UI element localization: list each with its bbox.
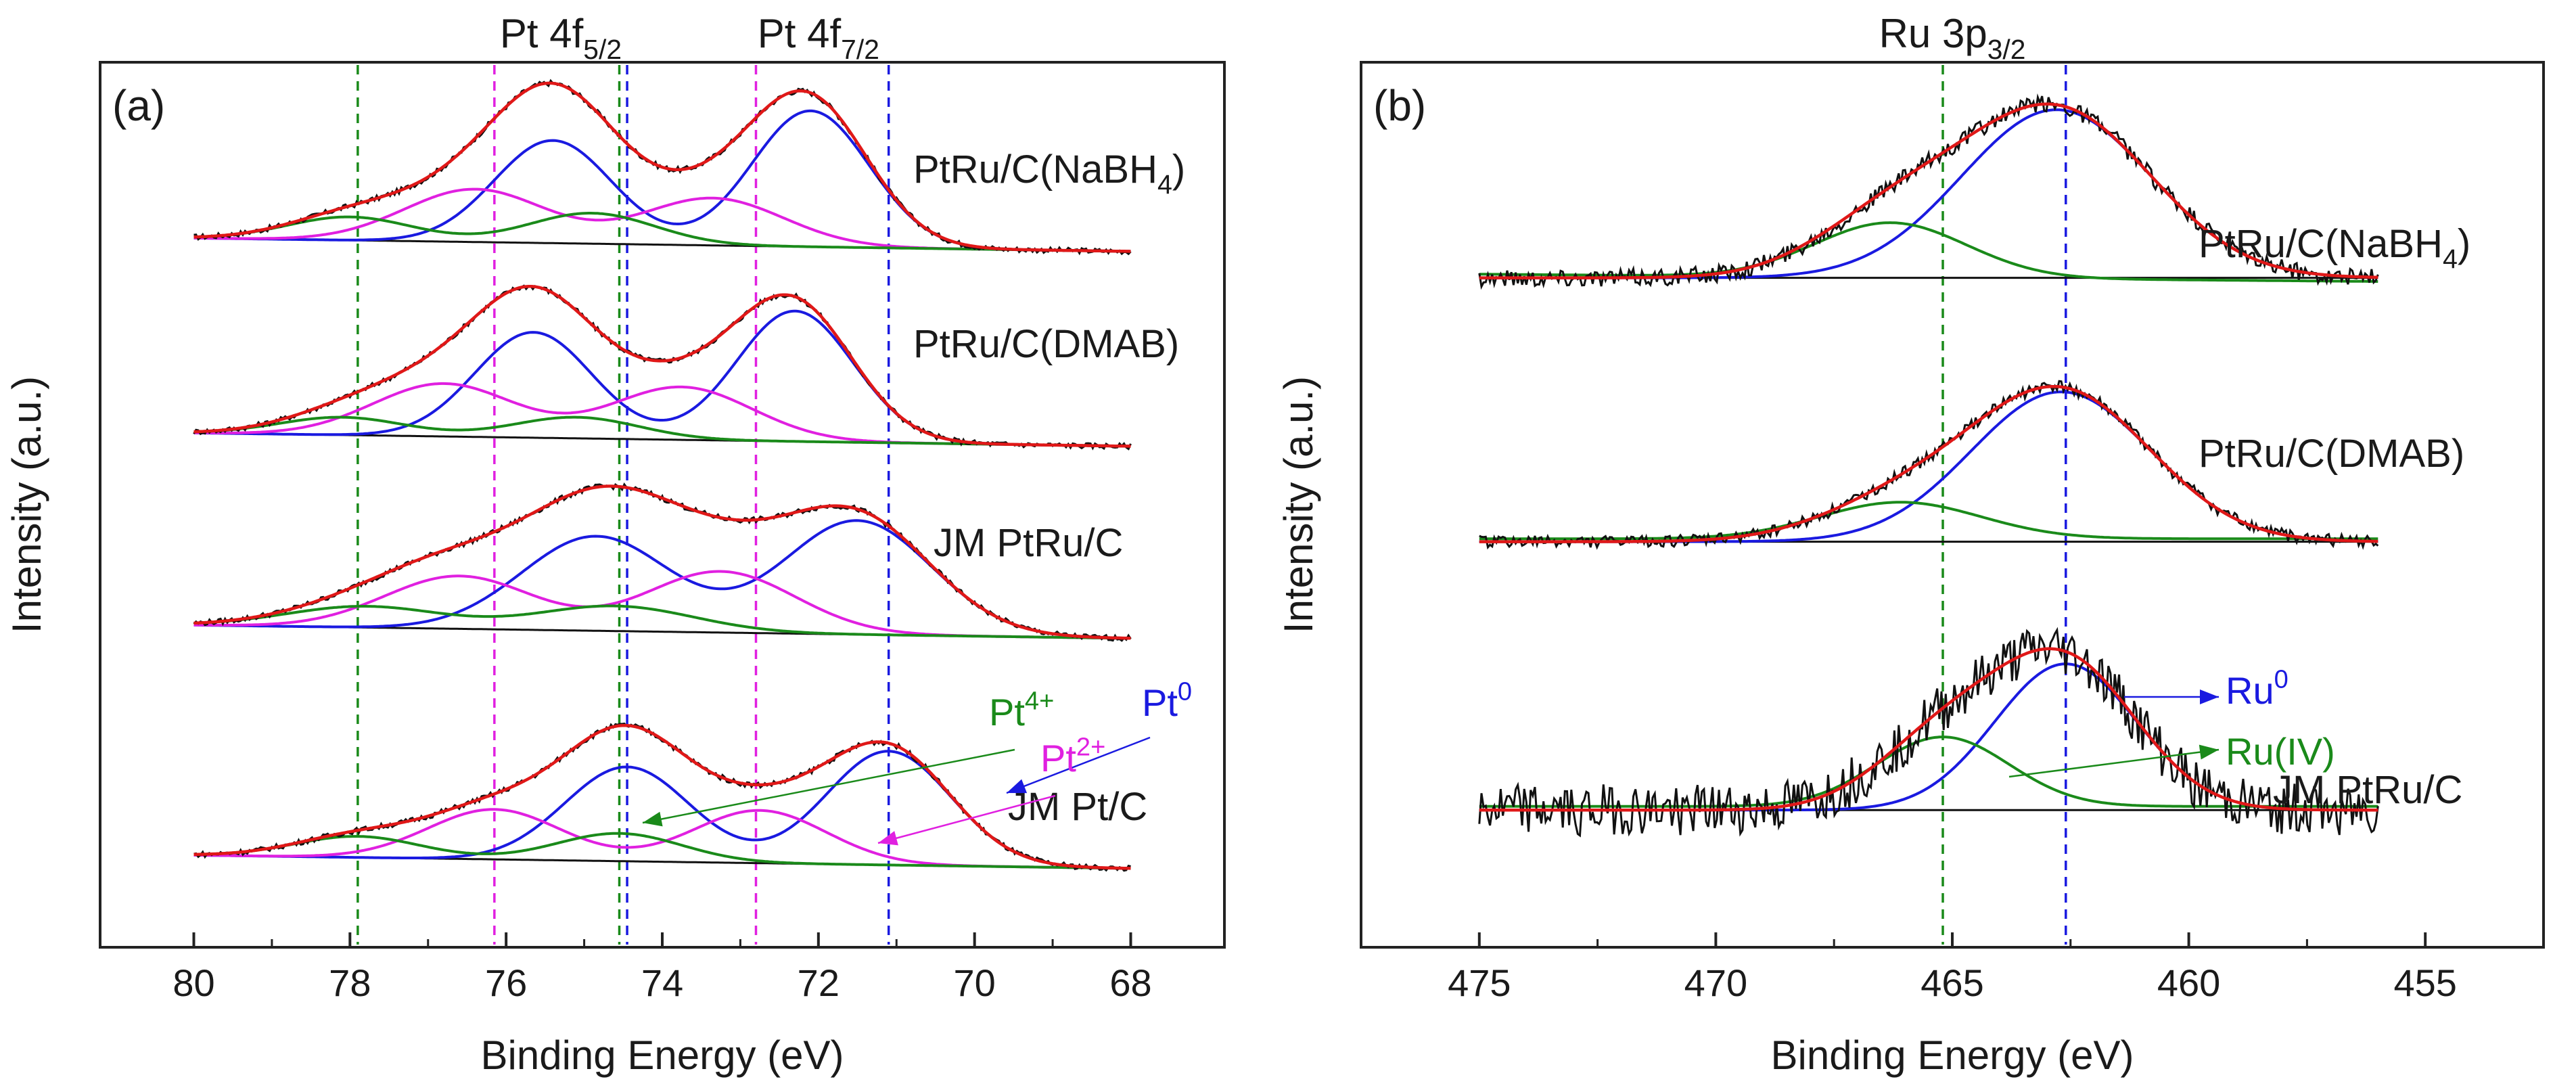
sample-label-base: PtRu/C(DMAB) (913, 322, 1179, 366)
envelope-fit-line (1479, 102, 2378, 279)
envelope-fit-line (193, 723, 1131, 870)
x-tick-label: 72 (798, 961, 840, 1004)
x-tick-label: 460 (2157, 961, 2220, 1004)
spectrum-0: PtRu/C(NaBH4) (193, 78, 1185, 256)
component-fit-line (193, 382, 1131, 448)
sample-label: PtRu/C(DMAB) (913, 322, 1179, 366)
legend-entry-sup: 2+ (1076, 733, 1105, 761)
x-tick-label: 80 (172, 961, 214, 1004)
legend-arrow (2008, 748, 2220, 778)
spectrum-3: JM Pt/C (193, 722, 1147, 872)
legend-arrowhead (2200, 689, 2219, 704)
legend-arrowhead (643, 811, 663, 827)
spectrum-2: JM PtRu/C (193, 482, 1132, 642)
sample-label-sub: 4 (2443, 244, 2458, 274)
peak-region-label: Pt 4f5/2 (500, 11, 622, 65)
legend-entry-base: Ru(IV) (2226, 730, 2335, 773)
peak-region-label-sub: 7/2 (841, 34, 879, 65)
legend-arrow (1006, 736, 1151, 794)
component-fit-line (193, 750, 1131, 870)
y-axis-label: Intensity (a.u.) (4, 376, 49, 633)
envelope-fit-line (1479, 384, 2378, 543)
raw-data-line (193, 722, 1131, 872)
panel-b-ru3p: (b) 475 470 465 460 455 Binding Energy (eV) Int… (1276, 11, 2545, 1078)
x-axis-label: Binding Energy (eV) (1771, 1033, 2134, 1078)
legend-entry: Pt0 (1142, 677, 1192, 724)
sample-label: JM PtRu/C (2273, 768, 2462, 812)
sample-label-base: ) (1172, 147, 1185, 191)
legend-arrowhead (878, 831, 898, 846)
peak-region-label-sub: 5/2 (583, 34, 622, 65)
envelope-fit-line (193, 284, 1131, 448)
peak-region-label-base: Pt 4f (758, 11, 842, 56)
spectrum-2: JM PtRu/C (1478, 627, 2462, 838)
legend-arrow (642, 748, 1015, 824)
legend-arrowhead (1007, 779, 1028, 794)
sample-label-base: ) (2458, 221, 2470, 265)
x-tick-label: 475 (1448, 961, 1511, 1004)
sample-label-base: PtRu/C(NaBH (2199, 222, 2443, 266)
legend-entry: Pt2+ (1040, 733, 1105, 779)
peak-region-label-base: Pt 4f (500, 11, 584, 56)
component-fit-line (1479, 221, 2378, 283)
spectrum-0: PtRu/C(NaBH4) (1478, 93, 2470, 290)
legend-entry: Ru(IV) (2226, 730, 2335, 773)
sample-label: PtRu/C(DMAB) (2199, 432, 2464, 476)
peak-region-label-base: Ru 3p (1879, 11, 1987, 56)
x-tick-label: 455 (2393, 961, 2456, 1004)
sample-label-base: JM PtRu/C (2273, 768, 2462, 812)
peak-region-label: Ru 3p3/2 (1879, 11, 2026, 65)
raw-data-line (1478, 93, 2379, 290)
envelope-fit-line (1479, 647, 2378, 812)
peak-region-label-sub: 3/2 (1987, 34, 2026, 65)
spectrum-1: PtRu/C(DMAB) (1479, 380, 2464, 550)
legend-entry-sup: 4+ (1025, 687, 1054, 715)
sample-label-base: JM PtRu/C (934, 521, 1123, 565)
component-fit-line (193, 604, 1131, 640)
sample-label-base: PtRu/C(DMAB) (2199, 432, 2464, 476)
sample-label: PtRu/C(NaBH4) (913, 147, 1185, 200)
legend-entry-base: Pt (1142, 681, 1178, 724)
x-tick-label: 68 (1109, 961, 1151, 1004)
sample-label-base: JM Pt/C (1008, 785, 1147, 829)
x-tick-label: 78 (329, 961, 371, 1004)
legend-entry-sup: 0 (1178, 677, 1192, 706)
y-axis-label: Intensity (a.u.) (1276, 376, 1321, 633)
peak-region-label: Pt 4f7/2 (758, 11, 879, 65)
x-tick-label: 70 (954, 961, 996, 1004)
x-tick-label: 470 (1684, 961, 1747, 1004)
panel-label: (a) (112, 81, 165, 130)
x-tick-label: 465 (1920, 961, 1983, 1004)
sample-label: JM Pt/C (1008, 785, 1147, 829)
legend-entry-sup: 0 (2274, 665, 2288, 694)
x-tick-label: 76 (485, 961, 527, 1004)
sample-label-sub: 4 (1157, 170, 1172, 200)
component-fit-line (193, 832, 1131, 870)
raw-data-line (193, 284, 1132, 451)
legend-entry-base: Pt (1040, 737, 1076, 779)
legend-arrowhead (2199, 744, 2219, 760)
sample-label: PtRu/C(NaBH4) (2199, 221, 2470, 274)
component-fit-line (193, 415, 1131, 448)
legend-entry: Ru0 (2226, 665, 2288, 712)
envelope-fit-line (193, 81, 1131, 253)
sample-label: JM PtRu/C (934, 521, 1123, 565)
panel-label: (b) (1373, 81, 1426, 130)
legend-entry: Pt4+ (989, 687, 1054, 733)
envelope-fit-line (193, 484, 1131, 640)
panel-a-pt4f: (a) 80 78 76 74 72 70 68 Binding Energy (eV) Inte… (4, 11, 1226, 1078)
component-fit-line (1479, 501, 2378, 541)
sample-label-base: PtRu/C(NaBH (913, 148, 1157, 191)
legend-entry-base: Ru (2226, 669, 2274, 712)
spectrum-1: PtRu/C(DMAB) (193, 284, 1179, 451)
legend-arrow (877, 794, 1056, 844)
x-axis-label: Binding Energy (eV) (481, 1033, 844, 1078)
legend-entry-base: Pt (989, 691, 1025, 733)
component-fit-line (193, 570, 1131, 640)
species-legend: Ru0 Ru(IV) (2008, 665, 2335, 778)
component-fit-line (1479, 735, 2378, 808)
x-tick-label: 74 (641, 961, 683, 1004)
